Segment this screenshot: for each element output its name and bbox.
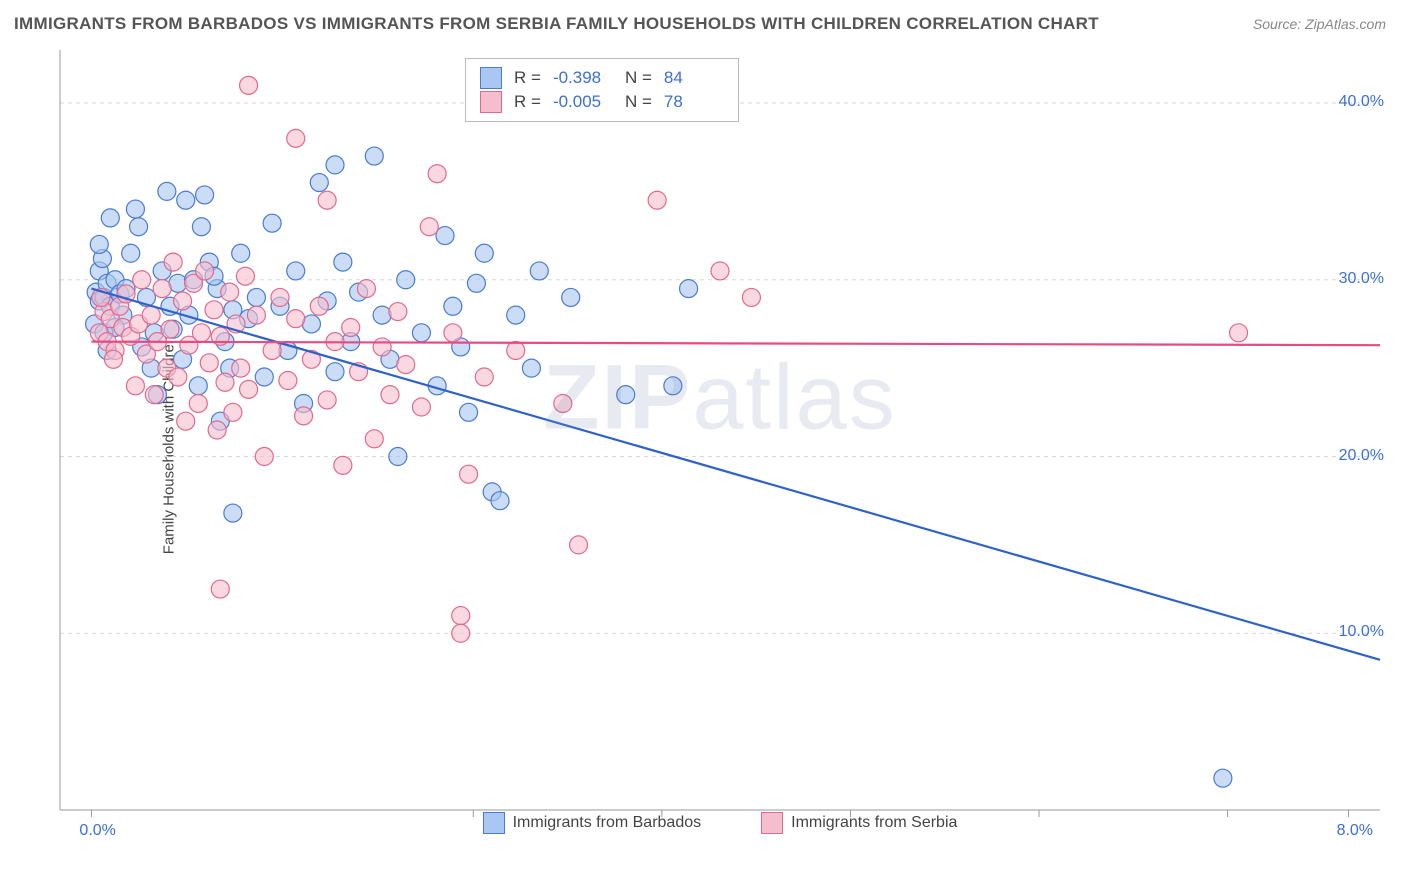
legend-label-serbia: Immigrants from Serbia [791,814,957,832]
source-prefix: Source: [1253,16,1305,32]
swatch-barbados [480,67,502,89]
stat-label-r: R = [514,68,541,88]
scatter-plot [50,50,1390,840]
y-tick-label: 10.0% [1339,623,1384,641]
stats-row-barbados: R = -0.398 N = 84 [480,67,724,89]
y-tick-label: 40.0% [1339,93,1384,111]
stat-n-serbia: 78 [664,92,724,112]
chart-area: Family Households with Children ZIPatlas… [50,50,1390,840]
legend-item-serbia: Immigrants from Serbia [761,812,957,834]
stat-r-barbados: -0.398 [553,68,613,88]
stat-r-serbia: -0.005 [553,92,613,112]
stats-row-serbia: R = -0.005 N = 78 [480,91,724,113]
source-attribution: Source: ZipAtlas.com [1253,16,1386,32]
swatch-serbia [480,91,502,113]
swatch-barbados [483,812,505,834]
legend-label-barbados: Immigrants from Barbados [513,814,702,832]
bottom-legend: Immigrants from Barbados Immigrants from… [50,812,1390,834]
x-tick-label: 0.0% [79,822,115,840]
stat-label-n: N = [625,68,652,88]
correlation-stats-box: R = -0.398 N = 84 R = -0.005 N = 78 [465,58,739,122]
swatch-serbia [761,812,783,834]
y-tick-label: 30.0% [1339,270,1384,288]
source-link[interactable]: ZipAtlas.com [1305,16,1386,32]
chart-title: IMMIGRANTS FROM BARBADOS VS IMMIGRANTS F… [14,14,1099,34]
stat-label-n: N = [625,92,652,112]
stat-n-barbados: 84 [664,68,724,88]
legend-item-barbados: Immigrants from Barbados [483,812,702,834]
stat-label-r: R = [514,92,541,112]
y-tick-label: 20.0% [1339,447,1384,465]
x-tick-label: 8.0% [1337,822,1373,840]
